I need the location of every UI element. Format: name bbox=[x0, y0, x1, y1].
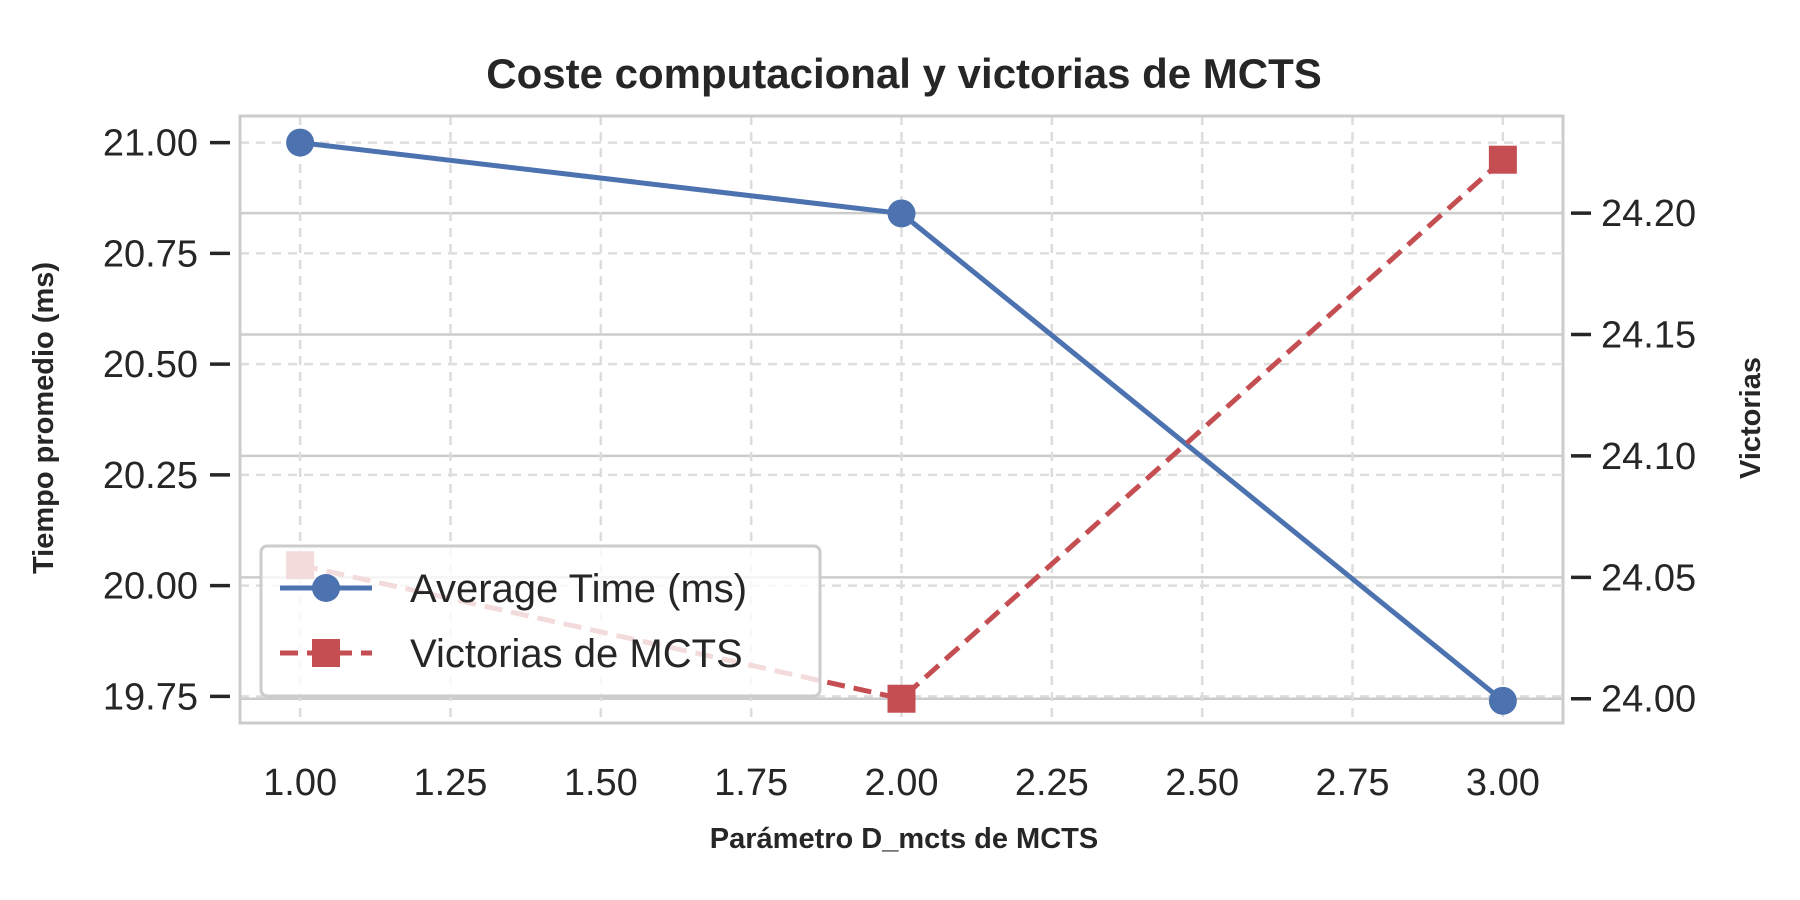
y-tick-label-left: 20.50 bbox=[103, 344, 198, 386]
legend-swatch-marker bbox=[312, 639, 340, 667]
y-tick-label-left: 20.75 bbox=[103, 233, 198, 275]
chart-title: Coste computacional y victorias de MCTS bbox=[486, 50, 1322, 97]
data-point-2 bbox=[1488, 145, 1517, 174]
x-tick-label: 2.00 bbox=[865, 762, 939, 804]
y-tick-label-right: 24.15 bbox=[1601, 315, 1696, 357]
x-tick-label: 2.75 bbox=[1316, 762, 1390, 804]
y-tick-label-left: 21.00 bbox=[103, 123, 198, 165]
y-axis-label-left: Tiempo promedio (ms) bbox=[28, 262, 60, 574]
legend-swatch-marker bbox=[312, 574, 340, 602]
x-axis-label: Parámetro D_mcts de MCTS bbox=[710, 823, 1098, 855]
y-tick-label-right: 24.10 bbox=[1601, 436, 1696, 478]
x-tick-label: 3.00 bbox=[1466, 762, 1540, 804]
legend-label: Victorias de MCTS bbox=[410, 632, 743, 676]
x-tick-label: 2.50 bbox=[1165, 762, 1239, 804]
y-tick-label-left: 20.00 bbox=[103, 566, 198, 608]
x-tick-label: 2.25 bbox=[1015, 762, 1089, 804]
y-tick-label-left: 19.75 bbox=[103, 676, 198, 718]
x-tick-label: 1.25 bbox=[413, 762, 487, 804]
ticks: 1.00 1.25 1.50 1.75 2.00 2.25 2.50 2.75 3.00 19.7… bbox=[103, 123, 1696, 804]
x-tick-label: 1.75 bbox=[714, 762, 788, 804]
x-tick-label: 1.00 bbox=[263, 762, 337, 804]
y-tick-label-right: 24.00 bbox=[1601, 679, 1696, 721]
axes bbox=[238, 114, 1565, 725]
x-tick-label: 1.50 bbox=[564, 762, 638, 804]
y-tick-label-right: 24.20 bbox=[1601, 193, 1696, 235]
data-point-1 bbox=[1488, 686, 1517, 715]
data-point-2 bbox=[887, 684, 916, 713]
legend-box bbox=[259, 544, 822, 698]
y-tick-label-left: 20.25 bbox=[103, 455, 198, 497]
data-point-1 bbox=[887, 199, 916, 228]
plot-frame bbox=[238, 114, 1565, 725]
y-axis-label-right: Victorias bbox=[1735, 357, 1767, 479]
legend: Average Time (ms) Victorias de MCTS bbox=[259, 544, 822, 698]
data-point-1 bbox=[286, 128, 315, 157]
y-tick-label-right: 24.05 bbox=[1601, 557, 1696, 599]
legend-label: Average Time (ms) bbox=[410, 567, 747, 611]
